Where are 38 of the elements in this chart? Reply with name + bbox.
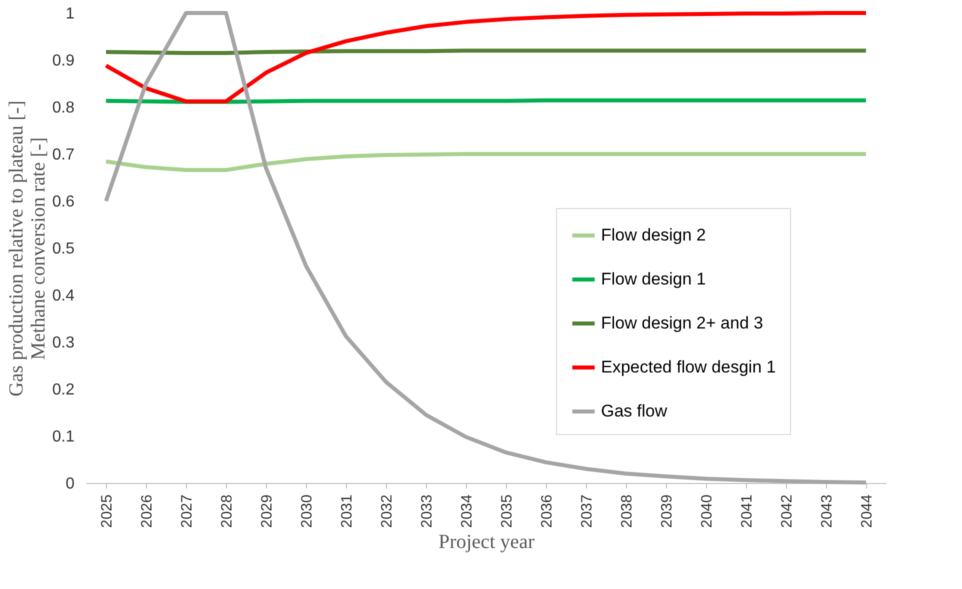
x-tick-label: 2028 [218, 494, 236, 528]
x-tick-label: 2041 [738, 494, 756, 528]
y-tick-label: 0 [66, 476, 75, 492]
x-tick-label: 2043 [818, 494, 836, 528]
x-tick-label: 2037 [578, 494, 596, 528]
x-tick-label: 2031 [338, 494, 356, 528]
y-tick-label: 0.3 [52, 334, 75, 352]
x-axis-title: Project year [438, 530, 535, 553]
x-tick-label: 2044 [858, 494, 876, 528]
x-tick-label: 2030 [298, 494, 316, 528]
x-tick-label: 2039 [658, 494, 676, 528]
x-tick-label: 2026 [138, 494, 156, 528]
y-tick-label: 0.2 [52, 382, 75, 398]
x-tick-label: 2032 [378, 494, 396, 528]
x-tick-label: 2038 [618, 494, 636, 528]
legend-label: Flow design 2 [601, 226, 706, 244]
legend-label: Flow design 1 [601, 270, 706, 288]
x-tick-label: 2029 [258, 494, 276, 528]
y-tick-label: 0.4 [52, 288, 75, 304]
y-tick-label: 1 [66, 6, 75, 22]
x-tick-label: 2036 [538, 494, 556, 528]
x-tick-label: 2034 [458, 494, 476, 528]
x-tick-label: 2025 [98, 494, 116, 528]
y-tick-label: 0.7 [52, 146, 75, 164]
x-tick-label: 2035 [498, 494, 516, 528]
y-axis-title: Gas production relative to plateau [-] Methane conversion rate [-] [5, 100, 50, 396]
x-tick-label: 2040 [698, 494, 716, 528]
y-tick-label: 0.8 [52, 100, 75, 116]
y-tick-label: 0.1 [52, 428, 75, 446]
y-tick-label: 0.5 [52, 240, 75, 258]
x-tick-label: 2033 [418, 494, 436, 528]
x-tick-label: 2042 [778, 494, 796, 528]
y-tick-label: 0.6 [52, 194, 75, 210]
x-tick-label: 2027 [178, 494, 196, 528]
legend-label: Expected flow desgin 1 [601, 358, 776, 376]
legend-label: Gas flow [601, 402, 668, 420]
y-tick-label: 0.9 [52, 52, 75, 70]
legend-label: Flow design 2+ and 3 [601, 314, 764, 332]
